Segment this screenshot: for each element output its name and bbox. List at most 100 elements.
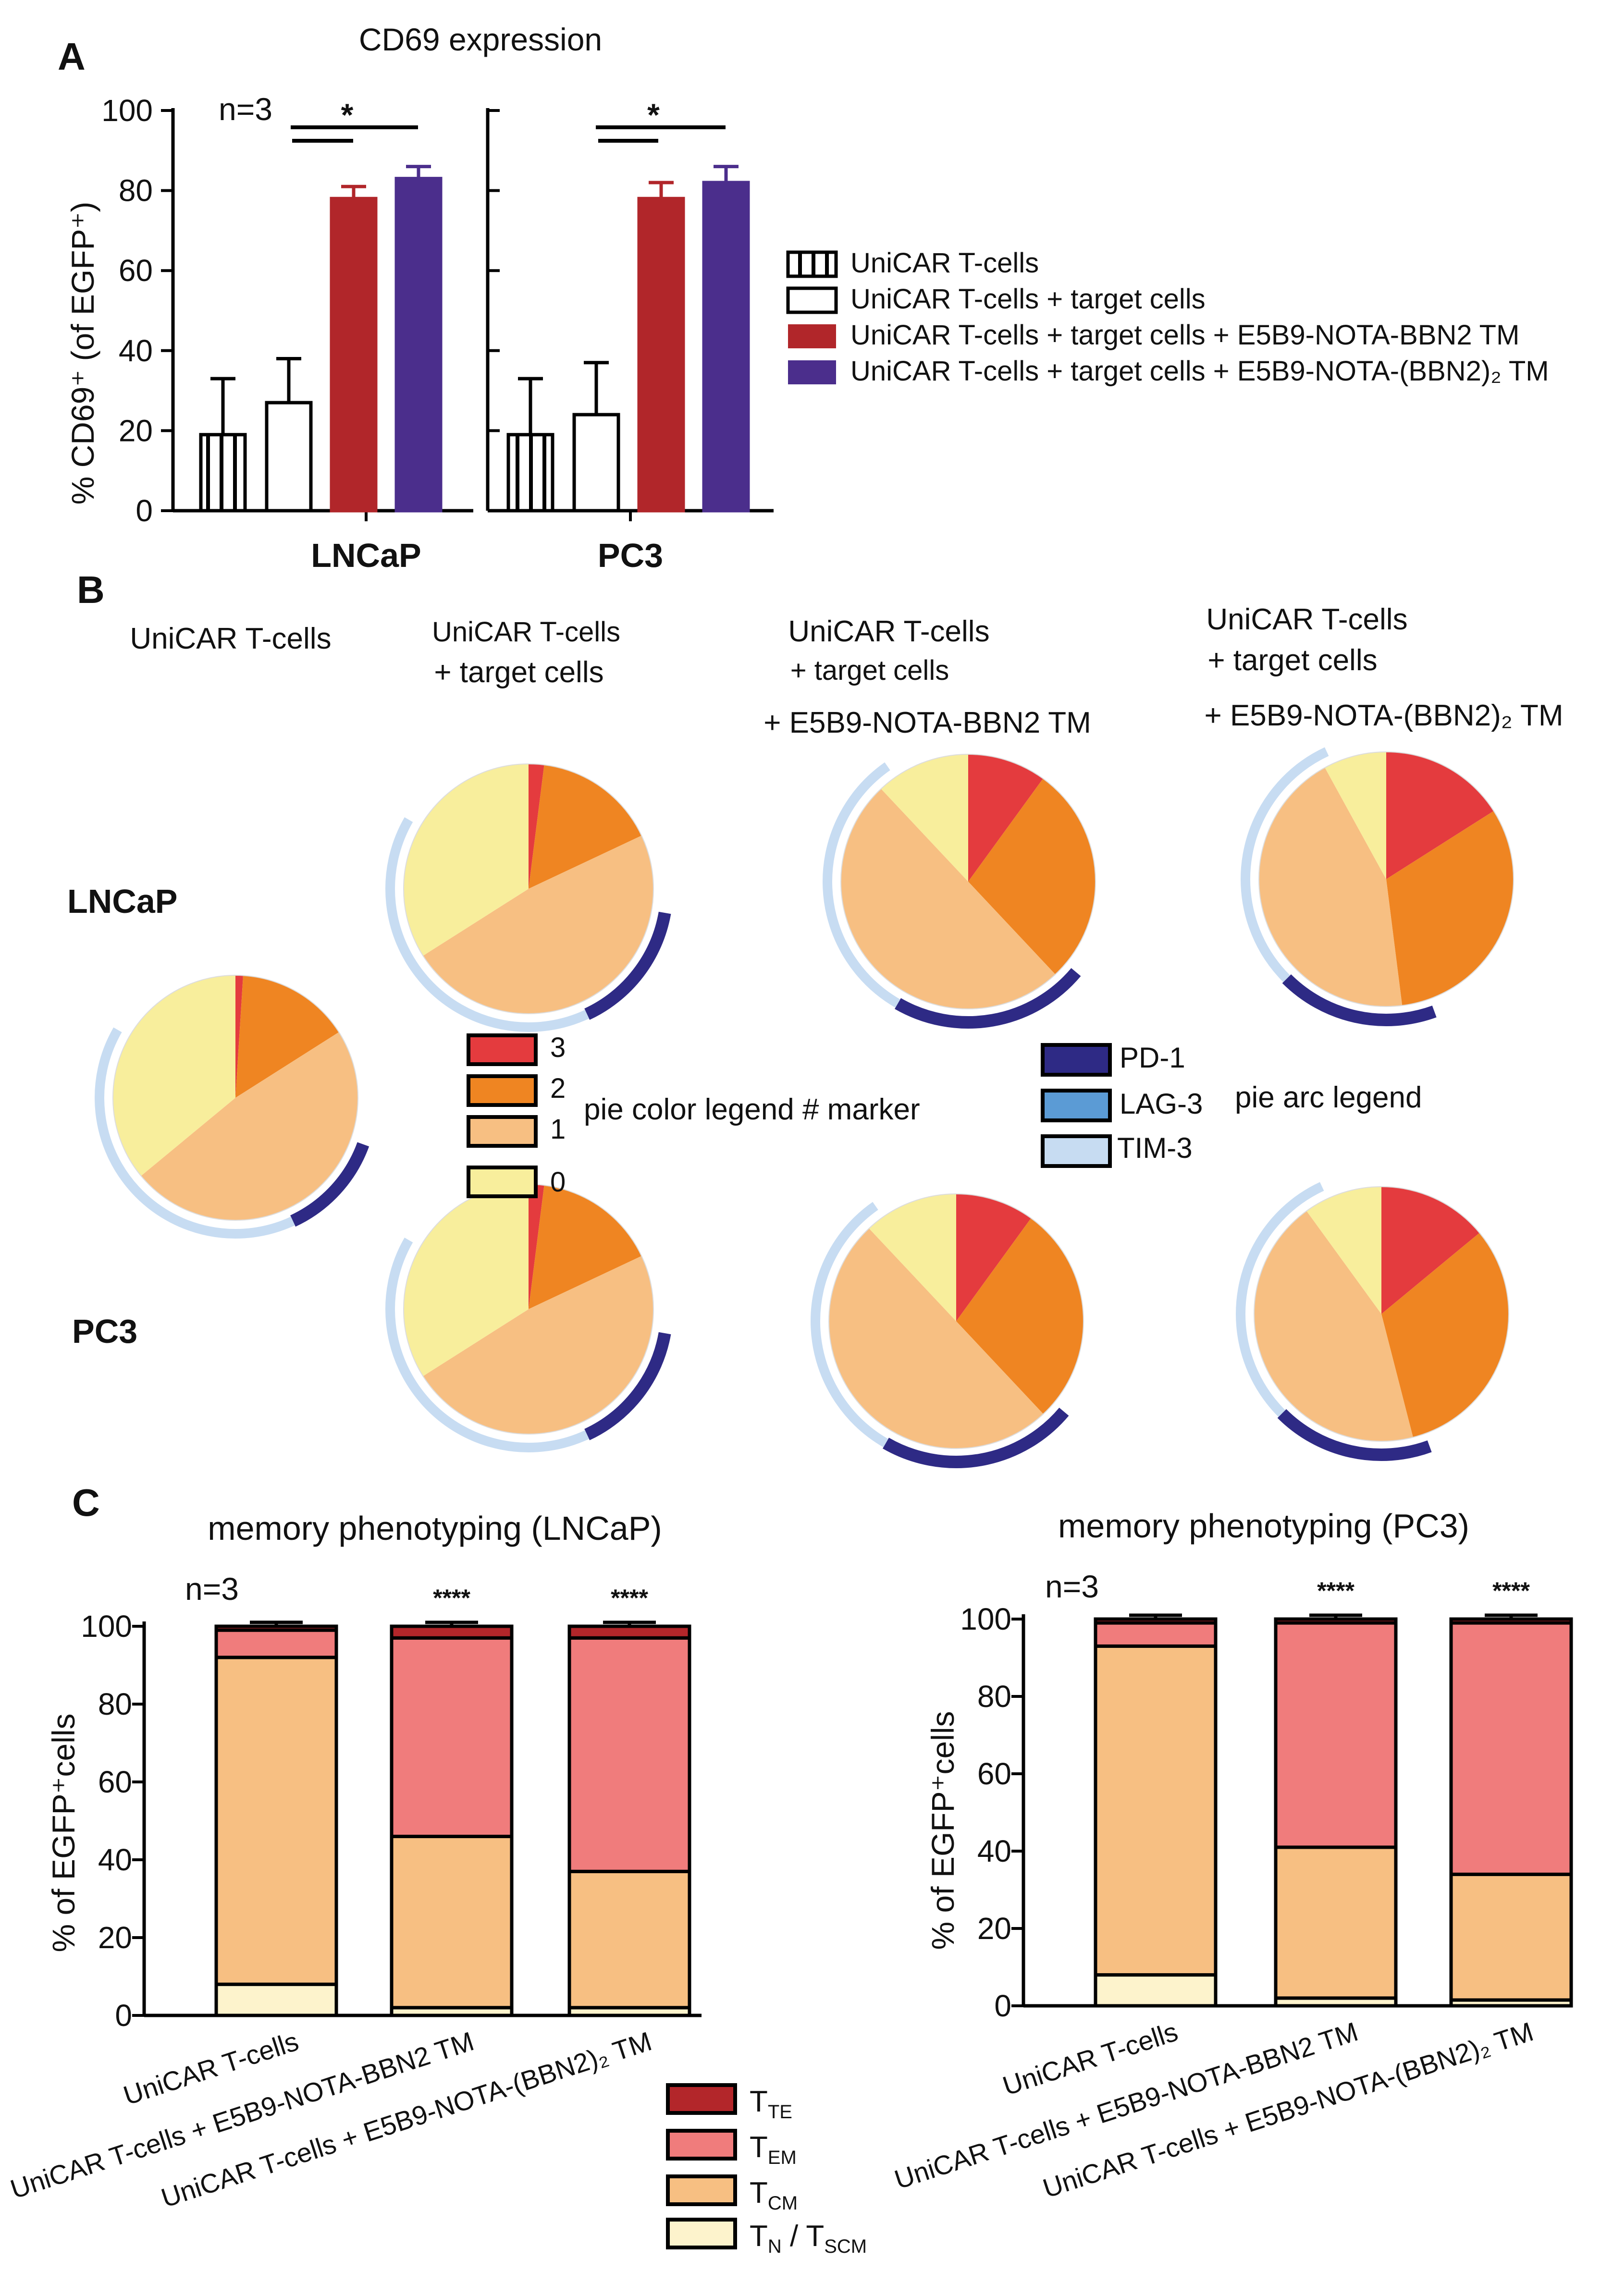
y-tick-label: 80 — [98, 1687, 132, 1721]
pie-arc-legend-title: pie arc legend — [1235, 1081, 1422, 1114]
pie-slice-2 — [956, 1218, 1084, 1414]
pie-col-title-3a: UniCAR T-cells — [788, 615, 989, 648]
pie-col-title-2b: + target cells — [434, 656, 603, 689]
pie-slice-0 — [881, 754, 968, 882]
pie-slice-3 — [956, 1194, 1031, 1321]
sig-star: * — [647, 97, 660, 133]
legend-label-target: UniCAR T-cells + target cells — [850, 283, 1206, 315]
panel-c-ylabel-pc3: % of EGFP⁺cells — [925, 1711, 960, 1950]
pie-arc-tim-3 — [1241, 747, 1329, 982]
stack-seg-2 — [567, 1636, 691, 1873]
panel-c-ylabel-lncap: % of EGFP⁺cells — [46, 1714, 81, 1952]
sig-top: **** — [1492, 1577, 1530, 1604]
panel-c-n-lncap: n=3 — [185, 1571, 239, 1607]
panel-a-bars — [199, 165, 750, 513]
pie-slice-0 — [404, 764, 529, 956]
bar-pc3-1 — [572, 413, 620, 513]
pie-legend-label-1: 1 — [550, 1114, 566, 1145]
pie-row-label-lncap: LNCaP — [67, 883, 177, 920]
bar-pc3-0 — [506, 433, 554, 513]
pie-legend-swatch-1 — [467, 1115, 538, 1148]
y-tick-label: 40 — [119, 333, 153, 368]
pie-slice-2 — [235, 975, 339, 1098]
sig-top: **** — [433, 1584, 470, 1611]
pie-slice-0 — [869, 1194, 956, 1321]
legend-swatch-red — [788, 324, 836, 348]
pie-slice-2 — [968, 778, 1096, 975]
y-tick-label: 40 — [98, 1842, 132, 1877]
legend-label: TEM — [750, 2131, 797, 2168]
pie-outline — [112, 975, 358, 1221]
pie-slice-1 — [841, 788, 1056, 1009]
panel-label-c: C — [72, 1481, 100, 1524]
pie-slice-1 — [141, 1032, 358, 1221]
bar-lncap-1 — [265, 401, 313, 513]
pie-slice-3 — [529, 764, 544, 889]
sig-top: **** — [1317, 1577, 1354, 1604]
panel-b-pie-grid: UniCAR T-cells UniCAR T-cells + target c… — [67, 603, 1564, 1468]
panel-c-title-pc3: memory phenotyping (PC3) — [1058, 1507, 1469, 1545]
stack-seg-1 — [1274, 1845, 1398, 2000]
panel-label-a: A — [58, 35, 86, 78]
pie-slice-1 — [423, 1256, 654, 1435]
stack-seg-2 — [214, 1628, 338, 1659]
y-tick-label: 100 — [81, 1609, 132, 1644]
pie-slice-2 — [529, 765, 642, 889]
pie-col-title-4c: + E5B9-NOTA-(BBN2)₂ TM — [1205, 699, 1564, 732]
arc-legend-swatch-pd1 — [1041, 1043, 1112, 1077]
pie-col-title-2a: UniCAR T-cells — [432, 616, 620, 648]
pie-arc-pd-1 — [883, 1407, 1069, 1468]
pie-slice-3 — [1381, 1187, 1480, 1314]
arc-legend-label-tim3: TIM-3 — [1117, 1132, 1193, 1164]
y-tick-label: 60 — [119, 253, 153, 288]
stack-seg-0 — [214, 1982, 338, 2017]
legend-swatch — [666, 2174, 737, 2206]
pie-slice-3 — [235, 975, 244, 1098]
stack-seg-1 — [567, 1869, 691, 2010]
bar-pc3-3 — [702, 181, 750, 513]
pie-slice-0 — [1306, 1187, 1381, 1314]
pie-arc-tim-3 — [95, 1027, 295, 1239]
y-tick-label: 60 — [98, 1765, 132, 1799]
pie-col-title-4a: UniCAR T-cells — [1206, 603, 1407, 636]
panel-a-axes: 0 20 40 60 80 100 — [101, 93, 774, 528]
pie-arc-tim-3 — [811, 1202, 888, 1448]
pie-legend-swatch-0 — [467, 1166, 538, 1198]
pie-outline — [403, 763, 654, 1014]
sig-star: * — [341, 97, 354, 133]
bar-lncap-0 — [199, 433, 247, 513]
pie-col-title-1: UniCAR T-cells — [130, 622, 331, 655]
panel-c-memory-charts: memory phenotyping (LNCaP) memory phenot… — [7, 1507, 1573, 2257]
stack-seg-3 — [1274, 1617, 1398, 1625]
pie-slice-2 — [1381, 1233, 1509, 1437]
pie-slice-3 — [1386, 752, 1494, 879]
pie-arc-tim-3 — [823, 762, 900, 1008]
pie-legend-label-2: 2 — [550, 1073, 566, 1104]
pie-charts — [95, 747, 1514, 1468]
pie-slice-3 — [529, 1184, 544, 1309]
panel-label-b: B — [77, 568, 105, 611]
y-tick-label: 0 — [994, 1989, 1011, 2023]
pie-slice-2 — [529, 1185, 642, 1309]
stack-seg-2 — [390, 1636, 514, 1838]
pie-col-title-4b: + target cells — [1207, 644, 1377, 677]
legend-label: TTE — [750, 2085, 792, 2123]
pie-arc-tim-3 — [385, 817, 589, 1032]
y-tick-label: 0 — [115, 1998, 132, 2033]
y-tick-label: 100 — [960, 1602, 1011, 1636]
pie-col-title-3c: + E5B9-NOTA-BBN2 TM — [763, 706, 1091, 739]
y-tick-label: 100 — [101, 93, 153, 128]
legend-label: TCM — [750, 2176, 798, 2214]
panel-a-group-lncap: LNCaP — [311, 537, 421, 574]
stack-seg-1 — [1449, 1872, 1573, 2002]
pie-arc-tim-3 — [385, 1238, 589, 1452]
stack-seg-1 — [390, 1834, 514, 2010]
pie-slice-2 — [1386, 811, 1514, 1006]
arc-legend-label-lag3: LAG-3 — [1120, 1088, 1203, 1120]
panel-a-legend: UniCAR T-cells UniCAR T-cells + target c… — [786, 247, 1549, 387]
panel-a-n-label: n=3 — [219, 91, 272, 127]
pie-arc-pd-1 — [584, 1332, 671, 1440]
stack-seg-1 — [214, 1656, 338, 1986]
